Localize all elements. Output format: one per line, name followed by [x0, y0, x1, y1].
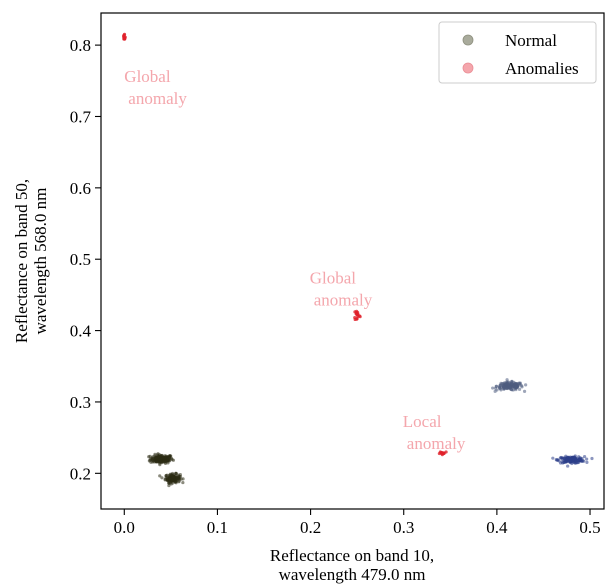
data-point — [122, 34, 126, 38]
data-point — [440, 450, 444, 455]
data-point — [355, 312, 359, 316]
x-tick-label: 0.4 — [486, 518, 508, 537]
x-tick-label: 0.1 — [207, 518, 228, 537]
y-tick-label: 0.5 — [70, 250, 91, 269]
data-point — [147, 459, 151, 463]
legend-marker-normal — [462, 34, 474, 46]
data-point — [170, 479, 174, 483]
data-point — [491, 386, 495, 390]
data-point — [164, 474, 168, 478]
data-point — [158, 474, 162, 478]
data-point — [177, 476, 181, 480]
data-point — [171, 475, 175, 479]
data-point — [167, 483, 171, 488]
data-point — [582, 454, 587, 459]
data-point — [161, 455, 165, 460]
y-tick-label: 0.2 — [70, 464, 91, 483]
data-point — [581, 458, 585, 463]
y-axis-label-line-2: wavelength 568.0 nm — [31, 188, 50, 335]
plot-area — [100, 12, 605, 510]
data-point — [574, 461, 578, 465]
data-point — [514, 384, 518, 388]
y-axis-label-line-1: Reflectance on band 50, — [12, 179, 31, 343]
data-point — [159, 460, 163, 464]
legend-label-anomalies: Anomalies — [505, 59, 579, 78]
annotation-text: Global anomaly — [124, 67, 187, 108]
data-point — [181, 477, 185, 481]
y-tick-label: 0.4 — [70, 322, 92, 341]
data-point — [556, 458, 560, 462]
data-point — [498, 383, 502, 388]
x-tick-label: 0.5 — [579, 518, 600, 537]
legend-marker-anomalies — [462, 62, 474, 74]
data-point — [568, 457, 573, 461]
data-point — [160, 476, 164, 480]
legend: Normal Anomalies — [438, 21, 597, 84]
data-point — [153, 452, 157, 456]
data-point — [152, 459, 156, 463]
x-axis-label-line-1: Reflectance on band 10, — [270, 546, 434, 565]
annotation-text: Local anomaly — [403, 412, 466, 453]
y-tick-label: 0.7 — [70, 107, 92, 126]
data-point — [165, 476, 169, 481]
data-point — [170, 457, 174, 462]
x-axis-label-line-2: wavelength 479.0 nm — [279, 565, 426, 584]
data-point — [562, 456, 566, 461]
data-point — [508, 385, 512, 390]
data-point — [585, 460, 589, 464]
data-point — [505, 378, 509, 382]
data-point — [551, 456, 555, 460]
data-point — [174, 479, 178, 484]
data-point — [514, 386, 518, 390]
x-tick-label: 0.0 — [114, 518, 135, 537]
data-point — [154, 460, 159, 464]
legend-frame — [438, 21, 597, 84]
y-axis: 0.2 0.3 0.4 0.5 0.6 0.7 0.8 — [70, 36, 101, 483]
data-point — [590, 456, 594, 461]
y-tick-label: 0.3 — [70, 393, 91, 412]
legend-label-normal: Normal — [505, 31, 557, 50]
data-point — [444, 450, 448, 454]
data-point — [576, 458, 581, 462]
data-point — [517, 387, 522, 391]
data-point — [513, 381, 517, 386]
data-point — [522, 389, 527, 393]
data-point — [518, 381, 522, 386]
data-point — [493, 389, 497, 393]
data-point — [353, 317, 357, 322]
points-layer — [122, 32, 594, 488]
data-point — [524, 383, 528, 387]
annotations-layer: Global anomaly Global anomaly Local anomaly — [124, 67, 466, 453]
annotation-text: Global anomaly — [310, 268, 373, 309]
data-point — [502, 385, 506, 389]
x-tick-label: 0.2 — [300, 518, 321, 537]
x-axis: 0.0 0.1 0.2 0.3 0.4 0.5 — [114, 509, 601, 537]
data-point — [498, 386, 502, 390]
data-point — [166, 457, 170, 461]
data-point — [571, 457, 575, 462]
y-tick-label: 0.8 — [70, 36, 91, 55]
y-tick-label: 0.6 — [70, 179, 91, 198]
data-point — [585, 457, 589, 461]
data-point — [154, 456, 159, 460]
x-tick-label: 0.3 — [393, 518, 414, 537]
data-point — [566, 464, 570, 468]
data-point — [174, 472, 178, 476]
data-point — [507, 383, 511, 387]
data-point — [558, 456, 563, 460]
data-point — [181, 480, 185, 485]
data-point — [493, 386, 498, 390]
data-point — [147, 455, 151, 459]
data-point — [122, 37, 127, 41]
data-point — [357, 314, 361, 318]
data-point — [167, 481, 171, 485]
